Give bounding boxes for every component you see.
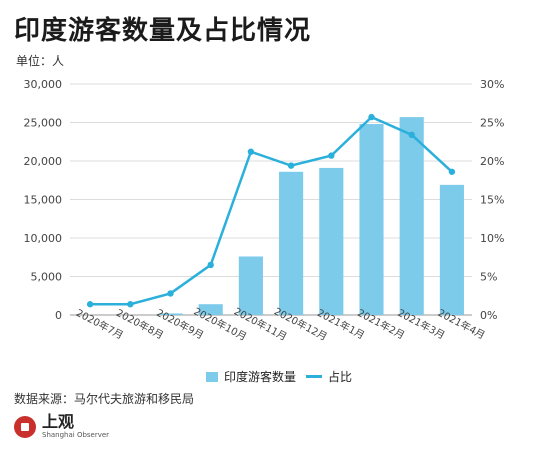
- unit-label: 单位：人: [16, 54, 65, 68]
- y-axis-right: 0% 5% 10% 15% 20% 25% 30%: [480, 78, 504, 322]
- y-tick-label: 0: [55, 309, 62, 322]
- logo: 上观 Shanghai Observer: [14, 414, 109, 439]
- line-point: [86, 301, 94, 308]
- bar: [238, 256, 263, 315]
- y2-tick-label: 5%: [480, 271, 497, 284]
- bar: [158, 313, 183, 315]
- line-point: [247, 148, 255, 155]
- x-axis: 2020年7月2020年8月2020年9月2020年10月2020年11月202…: [74, 305, 488, 344]
- line-point: [408, 131, 415, 139]
- y-tick-label: 15,000: [24, 194, 63, 207]
- line-point: [328, 152, 335, 159]
- y-axis-left: 0 5,000 10,000 15,000 20,000 25,000 30,000: [24, 78, 63, 322]
- bar: [319, 167, 344, 315]
- share-line-path: [90, 115, 453, 306]
- legend-item-line: 占比: [306, 368, 352, 385]
- legend-line-label: 占比: [328, 370, 353, 384]
- y2-tick-label: 25%: [480, 117, 504, 130]
- y-tick-label: 30,000: [24, 78, 63, 91]
- legend-bar-swatch: [206, 371, 218, 382]
- y-tick-label: 10,000: [24, 232, 63, 245]
- y2-tick-label: 20%: [480, 155, 504, 168]
- line-point: [448, 168, 456, 175]
- y-tick-label: 5,000: [31, 271, 63, 284]
- line-point: [127, 301, 134, 308]
- line-point: [287, 162, 295, 169]
- source-note: 数据来源：马尔代夫旅游和移民局: [14, 392, 195, 406]
- bar: [399, 117, 424, 315]
- bar: [439, 184, 464, 315]
- legend-line-swatch: [306, 375, 323, 378]
- line-point: [167, 290, 174, 297]
- bars: [158, 117, 464, 315]
- logo-mark-icon: [14, 415, 36, 438]
- y2-tick-label: 30%: [480, 78, 504, 91]
- legend-bar-label: 印度游客数量: [224, 370, 297, 384]
- share-line: [86, 113, 456, 308]
- y2-tick-label: 10%: [480, 232, 504, 245]
- line-point: [368, 113, 375, 121]
- y2-tick-label: 15%: [480, 194, 504, 207]
- legend: 印度游客数量 占比: [206, 368, 352, 385]
- y-tick-label: 25,000: [24, 117, 63, 130]
- chart-title: 印度游客数量及占比情况: [14, 16, 312, 46]
- bar: [359, 124, 384, 315]
- legend-item-bar: 印度游客数量: [206, 368, 296, 385]
- line-point: [207, 261, 214, 269]
- bar: [279, 171, 304, 315]
- bar: [198, 304, 223, 315]
- y2-tick-label: 0%: [480, 309, 497, 322]
- y-tick-label: 20,000: [24, 155, 63, 168]
- logo-subtext: Shanghai Observer: [42, 431, 110, 439]
- logo-text: 上观: [42, 412, 75, 431]
